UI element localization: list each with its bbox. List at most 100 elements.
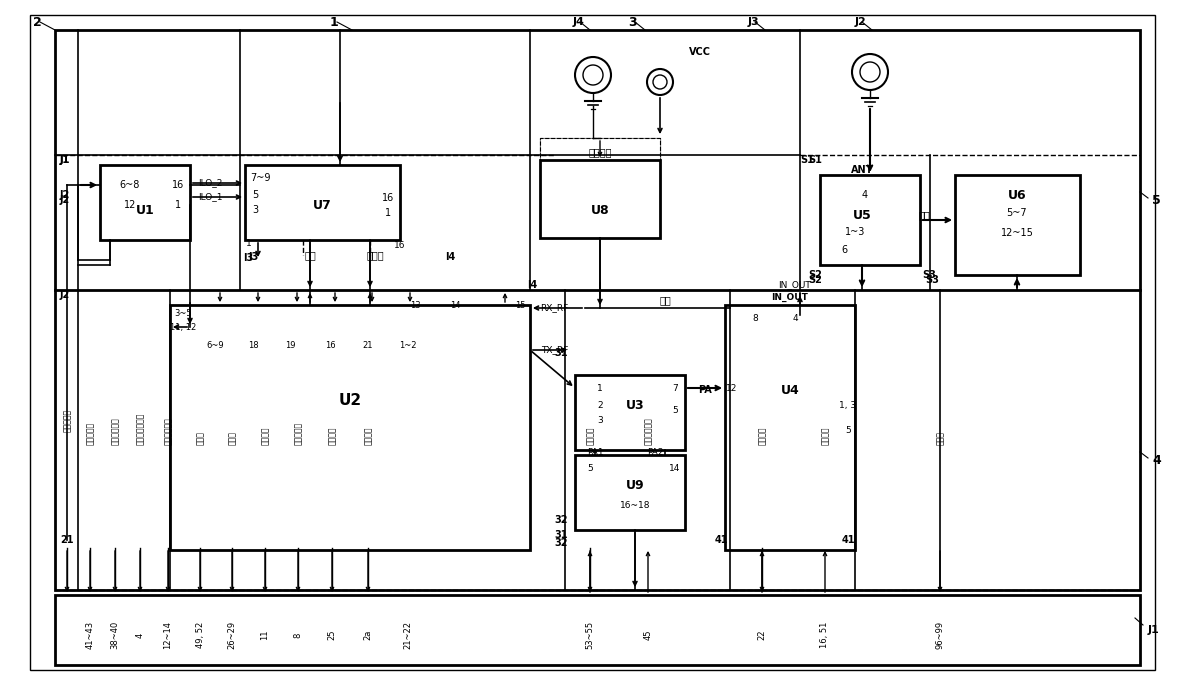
Text: 7~9: 7~9 xyxy=(249,173,270,183)
Text: 16: 16 xyxy=(394,240,406,249)
Text: 6~9: 6~9 xyxy=(207,340,224,349)
Text: ILO_2: ILO_2 xyxy=(197,178,222,187)
Text: 41: 41 xyxy=(842,535,855,545)
Text: 14: 14 xyxy=(450,300,461,309)
Text: U7: U7 xyxy=(313,198,332,212)
Text: 22: 22 xyxy=(757,630,766,640)
Text: 5: 5 xyxy=(252,190,259,200)
Text: 3: 3 xyxy=(628,15,637,28)
Text: 自检信号: 自检信号 xyxy=(327,426,337,445)
Text: U4: U4 xyxy=(781,384,800,396)
Text: 16, 51: 16, 51 xyxy=(821,621,829,648)
Circle shape xyxy=(860,62,880,82)
Text: 8: 8 xyxy=(294,633,302,638)
Text: IN_OUT: IN_OUT xyxy=(778,280,811,289)
Text: 频合控制码: 频合控制码 xyxy=(63,409,72,431)
Text: ILO_1: ILO_1 xyxy=(197,192,222,201)
Text: 1: 1 xyxy=(246,238,252,247)
Text: 3: 3 xyxy=(598,415,602,424)
Text: J1: J1 xyxy=(1148,625,1160,635)
Text: 收、检切换: 收、检切换 xyxy=(294,422,302,445)
Text: 基准时钟: 基准时钟 xyxy=(588,147,612,157)
Text: J2: J2 xyxy=(855,17,867,27)
Bar xyxy=(56,595,1140,665)
Text: VCC: VCC xyxy=(689,47,711,57)
Text: 本振: 本振 xyxy=(305,250,315,260)
Text: U6: U6 xyxy=(1007,189,1026,201)
Text: U5: U5 xyxy=(853,209,872,221)
Text: U9: U9 xyxy=(626,478,645,491)
Text: 收发控制: 收发控制 xyxy=(364,426,372,445)
Text: 2: 2 xyxy=(598,400,602,409)
Text: 13: 13 xyxy=(410,300,420,309)
Text: J4: J4 xyxy=(573,17,585,27)
Text: ANT: ANT xyxy=(850,165,873,175)
Text: 状态: 状态 xyxy=(918,210,929,220)
Text: 强度检测: 强度检测 xyxy=(261,426,269,445)
Text: S1: S1 xyxy=(808,155,822,165)
Text: 收发控制: 收发控制 xyxy=(757,426,766,445)
Text: 16: 16 xyxy=(325,340,335,349)
Text: 二本振: 二本振 xyxy=(366,250,384,260)
Text: I4: I4 xyxy=(445,252,455,262)
Bar xyxy=(955,175,1079,275)
Text: 换频消隐控制: 换频消隐控制 xyxy=(163,418,172,445)
Text: 1: 1 xyxy=(329,15,339,28)
Text: S3: S3 xyxy=(922,270,935,280)
Text: 5~7: 5~7 xyxy=(1006,208,1027,218)
Text: U2: U2 xyxy=(339,393,361,407)
Text: 3~5: 3~5 xyxy=(174,309,191,318)
Text: U8: U8 xyxy=(590,203,609,216)
Text: 4: 4 xyxy=(792,313,798,322)
Text: 16~18: 16~18 xyxy=(620,500,651,509)
Text: 14: 14 xyxy=(670,464,680,473)
Text: 25: 25 xyxy=(327,630,337,640)
Text: TX_RF: TX_RF xyxy=(541,345,568,355)
Text: 5: 5 xyxy=(1151,194,1161,207)
Text: PA: PA xyxy=(698,385,712,395)
Text: 18: 18 xyxy=(248,340,259,349)
Text: 21~22: 21~22 xyxy=(404,621,412,649)
Text: 11: 11 xyxy=(261,630,269,640)
Text: 49, 52: 49, 52 xyxy=(196,622,204,648)
Text: S2: S2 xyxy=(808,275,822,285)
Text: 16: 16 xyxy=(381,193,394,203)
Text: 4: 4 xyxy=(862,190,868,200)
Text: 31: 31 xyxy=(555,348,568,358)
Text: J2: J2 xyxy=(60,290,70,300)
Text: 12: 12 xyxy=(124,200,136,210)
Text: 4: 4 xyxy=(1151,453,1161,466)
Bar xyxy=(540,160,660,238)
Text: 6~8: 6~8 xyxy=(119,180,141,190)
Bar xyxy=(725,305,855,550)
Text: 96~99: 96~99 xyxy=(935,621,945,649)
Text: 12~14: 12~14 xyxy=(163,621,172,649)
Text: 衰减控制: 衰减控制 xyxy=(586,426,594,445)
Text: 21: 21 xyxy=(363,340,373,349)
Text: S2: S2 xyxy=(808,270,822,280)
Text: 收中频（平衡）: 收中频（平衡） xyxy=(136,413,144,445)
Bar xyxy=(575,455,685,530)
Text: 分段控制: 分段控制 xyxy=(821,426,829,445)
Text: 频合失锁指示: 频合失锁指示 xyxy=(111,418,119,445)
Bar xyxy=(575,375,685,450)
Text: 4: 4 xyxy=(136,633,144,637)
Text: 1: 1 xyxy=(598,384,602,393)
Text: I3: I3 xyxy=(248,252,259,262)
Text: 1: 1 xyxy=(385,208,391,218)
Text: 接收: 接收 xyxy=(659,295,671,305)
Text: 19: 19 xyxy=(285,340,295,349)
Text: I4: I4 xyxy=(527,280,537,290)
Circle shape xyxy=(647,69,673,95)
Text: 38~40: 38~40 xyxy=(111,621,119,649)
Text: S1: S1 xyxy=(800,155,814,165)
Text: J3: J3 xyxy=(748,17,759,27)
Bar xyxy=(170,305,530,550)
Text: U3: U3 xyxy=(626,398,645,411)
Bar xyxy=(244,165,400,240)
Text: J1: J1 xyxy=(60,155,70,165)
Text: 26~29: 26~29 xyxy=(228,621,236,649)
Bar xyxy=(540,138,660,160)
Circle shape xyxy=(653,75,667,89)
Text: 2a: 2a xyxy=(364,630,372,640)
